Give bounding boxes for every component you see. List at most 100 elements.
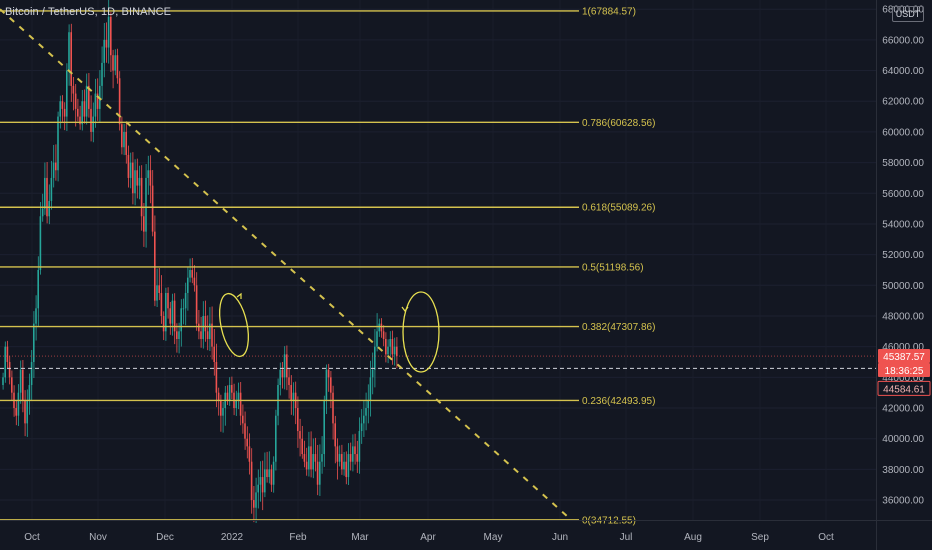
- candle-body: [63, 108, 66, 117]
- candle-body: [198, 323, 200, 332]
- candle-body: [105, 39, 108, 48]
- candle-body: [303, 454, 306, 462]
- candle-body: [356, 454, 358, 462]
- candle-body: [345, 461, 347, 478]
- candle-body: [132, 162, 134, 194]
- candle-body: [167, 292, 169, 309]
- time-tick-label: Mar: [351, 532, 369, 543]
- candle-body: [319, 461, 321, 485]
- candle-body: [202, 315, 204, 339]
- candle-body: [283, 354, 286, 378]
- candle-body: [288, 377, 290, 386]
- candle-body: [367, 400, 369, 409]
- price-tick-label: 48000.00: [882, 311, 924, 322]
- candle-body: [275, 415, 277, 462]
- candle-body: [213, 346, 215, 363]
- time-tick-label: Oct: [24, 532, 40, 543]
- candle-body: [6, 346, 9, 363]
- candle-body: [292, 392, 295, 401]
- candle-body: [290, 385, 292, 401]
- candle-body: [391, 338, 394, 355]
- candle-body: [323, 400, 325, 455]
- candle-body: [81, 101, 83, 125]
- candle-body: [358, 431, 361, 462]
- candle-body: [19, 369, 22, 393]
- time-axis[interactable]: Oct Nov Dec 2022 Feb Mar Apr May Jun Jul Aug Sep Oct: [0, 520, 932, 544]
- time-tick-label: Sep: [751, 532, 769, 543]
- candle-body: [44, 177, 46, 209]
- candle-body: [182, 308, 185, 310]
- price-tick-label: 40000.00: [882, 434, 924, 445]
- time-tick-label: Apr: [420, 532, 436, 543]
- candle-body: [101, 62, 103, 86]
- candle-body: [338, 454, 341, 462]
- price-tick-label: 68000.00: [882, 5, 924, 16]
- fib-level-label: 0.618(55089.26): [582, 203, 655, 214]
- candle-body: [347, 454, 350, 478]
- candle-body: [178, 331, 180, 339]
- candle-body: [222, 408, 224, 416]
- fib-level-label: 0.382(47307.86): [582, 322, 655, 333]
- candle-body: [206, 331, 209, 339]
- candle-body: [30, 362, 33, 386]
- candle-body: [149, 170, 152, 186]
- time-tick-label: Jun: [552, 532, 568, 543]
- candle-body: [121, 124, 123, 148]
- candle-body: [393, 346, 396, 355]
- candle-body: [145, 177, 147, 232]
- price-tick-label: 52000.00: [882, 250, 924, 261]
- price-tick-label: 38000.00: [882, 465, 924, 476]
- price-tag-box: [878, 363, 930, 378]
- price-axis[interactable]: 36000.00 38000.00 40000.00 42000.00 44000.00…: [876, 0, 925, 550]
- candle-body: [2, 377, 4, 386]
- candle-body: [297, 408, 299, 432]
- price-tag-label: 44584.61: [883, 384, 925, 395]
- time-tick-label: Dec: [156, 532, 174, 543]
- currency-badge[interactable]: USDT: [892, 6, 924, 22]
- candle-body: [33, 323, 35, 363]
- candle-body: [266, 469, 268, 478]
- candle-body: [250, 461, 253, 501]
- candle-body: [85, 85, 88, 117]
- candle-body: [50, 177, 53, 201]
- trendline[interactable]: [0, 8, 569, 518]
- candle-body: [55, 162, 57, 171]
- candle-body: [382, 331, 385, 339]
- candle-body: [129, 162, 132, 178]
- candle-body: [61, 101, 64, 109]
- chart-title: Bitcoin / TetherUS, 1D, BINANCE: [5, 6, 172, 18]
- candle-body: [396, 346, 398, 357]
- candle-body: [165, 292, 167, 332]
- candle-body: [310, 446, 312, 470]
- candle-body: [211, 323, 213, 347]
- candle-body: [336, 446, 339, 462]
- candle-body: [330, 377, 332, 393]
- fib-level-label: 0.786(60628.56): [582, 118, 655, 129]
- candle-body: [387, 346, 389, 355]
- candle-body: [59, 101, 61, 117]
- candle-body: [308, 446, 310, 470]
- candle-body: [244, 423, 246, 439]
- price-tags: 45387.57 18:36:25 44584.61: [877, 349, 931, 396]
- candle-body: [134, 170, 136, 194]
- candle-body: [83, 101, 86, 117]
- candle-body: [107, 16, 110, 48]
- price-tick-label: 66000.00: [882, 35, 924, 46]
- price-tick-label: 62000.00: [882, 97, 924, 108]
- candle-body: [143, 216, 145, 232]
- candle-body: [314, 454, 317, 462]
- candle-body: [299, 431, 301, 439]
- candle-body: [125, 131, 127, 155]
- price-tick-label: 64000.00: [882, 66, 924, 77]
- candle-body: [365, 408, 367, 416]
- candle-body: [22, 369, 24, 401]
- candle-body: [220, 400, 222, 416]
- candle-body: [57, 116, 59, 171]
- candle-body: [156, 285, 158, 301]
- candle-body: [327, 369, 330, 378]
- candle-body: [48, 200, 50, 217]
- candle-body: [301, 438, 303, 455]
- candle-body: [46, 177, 48, 217]
